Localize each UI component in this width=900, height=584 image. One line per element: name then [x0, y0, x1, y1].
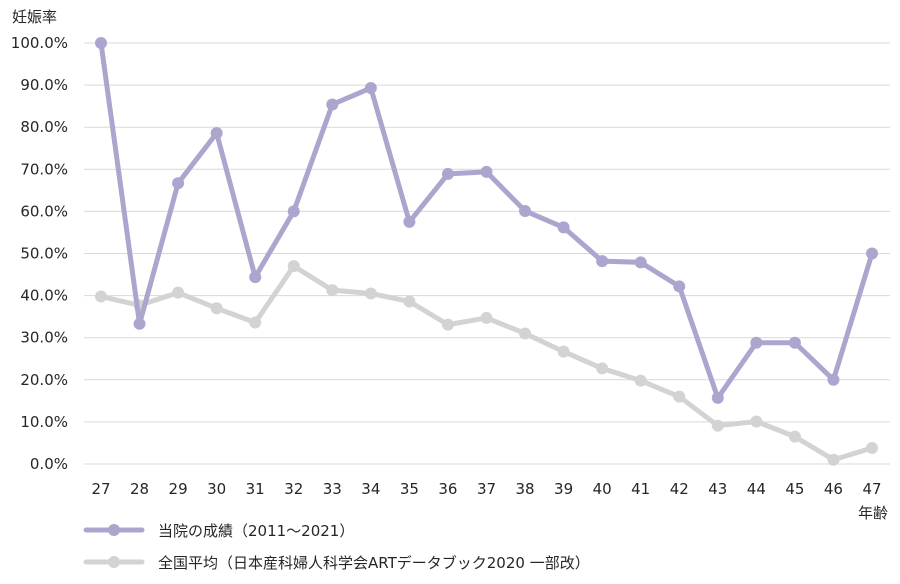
y-tick-label: 60.0%	[20, 202, 68, 220]
y-axis-title: 妊娠率	[12, 8, 57, 26]
x-tick-label: 39	[554, 480, 573, 498]
data-point	[364, 287, 377, 300]
x-tick-label: 37	[477, 480, 496, 498]
data-point	[750, 415, 763, 428]
x-tick-label: 34	[361, 480, 380, 498]
data-point	[634, 256, 647, 269]
legend: 当院の成績（2011～2021） 全国平均（日本産科婦人科学会ARTデータブック…	[83, 522, 590, 572]
data-point	[326, 98, 339, 111]
data-point	[210, 302, 223, 315]
y-tick-label: 70.0%	[20, 160, 68, 178]
x-tick-label: 43	[708, 480, 727, 498]
data-point	[403, 215, 416, 228]
data-point	[287, 205, 300, 218]
y-tick-label: 20.0%	[20, 371, 68, 389]
data-point	[95, 290, 107, 303]
data-point	[634, 374, 647, 387]
data-point	[673, 280, 686, 293]
data-point	[249, 316, 262, 329]
x-tick-label: 38	[516, 480, 535, 498]
data-point	[480, 311, 493, 324]
x-tick-label: 35	[400, 480, 419, 498]
y-tick-label: 30.0%	[20, 329, 68, 347]
data-point	[557, 221, 570, 234]
x-axis-title: 年齢	[858, 504, 888, 522]
data-point	[673, 390, 686, 403]
data-point	[557, 345, 570, 358]
data-point	[827, 373, 840, 386]
x-tick-label: 40	[593, 480, 612, 498]
y-tick-label: 80.0%	[20, 118, 68, 136]
data-point	[711, 419, 724, 432]
data-point	[133, 317, 146, 330]
data-point	[441, 318, 454, 331]
data-point	[750, 336, 763, 349]
data-point	[519, 204, 532, 217]
data-point	[441, 167, 454, 180]
x-tick-label: 41	[631, 480, 650, 498]
data-point	[326, 284, 339, 297]
x-tick-label: 47	[862, 480, 881, 498]
y-tick-label: 100.0%	[11, 34, 68, 52]
y-tick-label: 90.0%	[20, 76, 68, 94]
legend-swatch-marker	[108, 524, 120, 536]
legend-swatch-marker	[108, 556, 120, 568]
x-tick-label: 28	[130, 480, 149, 498]
x-tick-label: 31	[246, 480, 265, 498]
x-tick-label: 36	[438, 480, 457, 498]
data-point	[287, 260, 300, 273]
y-tick-label: 10.0%	[20, 413, 68, 431]
x-tick-label: 46	[824, 480, 843, 498]
data-point	[827, 453, 840, 466]
x-tick-label: 30	[207, 480, 226, 498]
data-point	[788, 336, 801, 349]
x-tick-label: 45	[785, 480, 804, 498]
data-point	[210, 127, 223, 140]
legend-label: 当院の成績（2011～2021）	[158, 522, 354, 540]
series-layer	[95, 37, 878, 466]
y-tick-label: 40.0%	[20, 287, 68, 305]
legend-label: 全国平均（日本産科婦人科学会ARTデータブック2020 一部改）	[158, 554, 590, 572]
x-tick-label: 33	[323, 480, 342, 498]
data-point	[249, 271, 262, 284]
data-point	[788, 430, 801, 443]
x-tick-label: 27	[91, 480, 110, 498]
x-tick-label: 42	[670, 480, 689, 498]
series-1	[95, 260, 878, 466]
x-tick-label: 44	[747, 480, 766, 498]
data-point	[596, 362, 609, 375]
data-point	[480, 165, 493, 178]
x-axis-ticks: 27 28 29 30 31 32 33 34 35 36 37 38 39 40 41 42 43 44 45 46…	[91, 480, 881, 498]
data-point	[172, 177, 185, 190]
y-tick-label: 50.0%	[20, 245, 68, 263]
data-point	[596, 255, 609, 268]
data-point	[172, 286, 185, 299]
y-axis-ticks: 0.0% 10.0% 20.0% 30.0% 40.0% 50.0% 60.0% 70.0% 8…	[11, 34, 68, 473]
data-point	[866, 247, 878, 260]
data-point	[519, 327, 532, 340]
data-point	[364, 82, 377, 95]
gridlines	[84, 42, 890, 465]
data-point	[711, 391, 724, 404]
x-tick-label: 29	[169, 480, 188, 498]
y-tick-label: 0.0%	[30, 455, 68, 473]
data-point	[95, 37, 107, 49]
series-0	[95, 37, 878, 404]
data-point	[403, 295, 416, 308]
x-tick-label: 32	[284, 480, 303, 498]
data-point	[866, 442, 878, 455]
